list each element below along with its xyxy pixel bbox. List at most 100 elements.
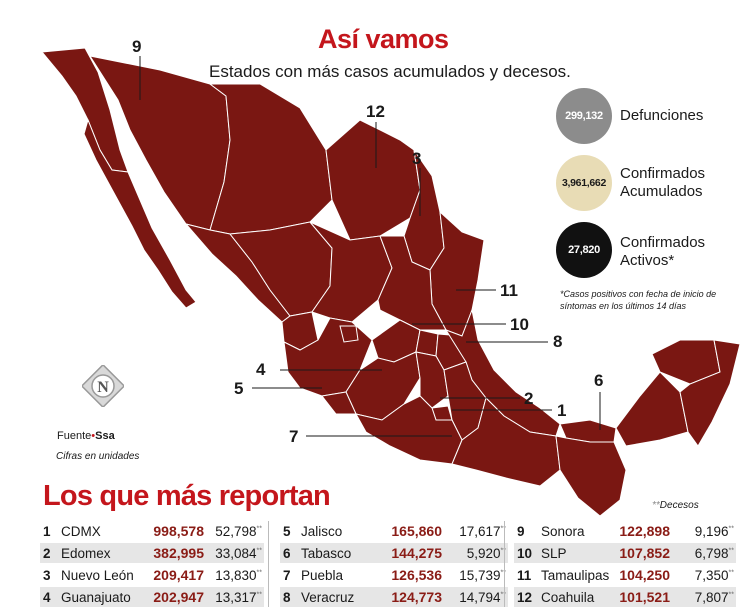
ranking-deaths: 15,739** bbox=[459, 568, 506, 583]
ranking-deaths: 52,798** bbox=[215, 524, 262, 539]
ranking-cases: 165,860 bbox=[391, 523, 442, 539]
stat-label: Confirmados Acumulados bbox=[620, 165, 705, 201]
ranking-deaths-value: 17,617 bbox=[459, 523, 501, 539]
ranking-state: CDMX bbox=[61, 523, 101, 539]
state-chiapas bbox=[555, 435, 627, 517]
source-name: Ssa bbox=[95, 430, 115, 442]
map-labels: 9 12 3 11 10 8 4 5 2 1 6 7 bbox=[132, 37, 603, 446]
state-aguascalientes bbox=[339, 325, 359, 343]
ranking-deaths-marker: ** bbox=[500, 569, 506, 576]
map-label-8: 8 bbox=[553, 332, 562, 351]
ranking-deaths-value: 13,317 bbox=[215, 589, 257, 605]
ranking-state: Veracruz bbox=[301, 589, 355, 605]
decesos-label: Decesos bbox=[659, 500, 699, 511]
ranking-row: 12 Coahuila 101,521 7,807** bbox=[514, 587, 736, 607]
ranking-state: Coahuila bbox=[541, 589, 595, 605]
stat-label-line: Activos* bbox=[620, 252, 675, 269]
ranking-deaths: 14,794** bbox=[459, 590, 506, 605]
map-label-9: 9 bbox=[132, 37, 141, 56]
state-chihuahua bbox=[208, 83, 333, 235]
stat-label: Confirmados Activos* bbox=[620, 234, 705, 270]
ranking-cases: 124,773 bbox=[391, 589, 442, 605]
ranking-deaths-value: 13,830 bbox=[215, 567, 257, 583]
column-divider bbox=[268, 521, 269, 607]
ranking-cases: 122,898 bbox=[619, 523, 670, 539]
ranking-deaths-value: 5,920 bbox=[466, 545, 501, 561]
ranking-row: 6 Tabasco 144,275 5,920** bbox=[280, 543, 508, 563]
stat-circle: 3,961,662 bbox=[556, 155, 612, 211]
ranking-deaths-marker: ** bbox=[728, 525, 734, 532]
stat-circle: 299,132 bbox=[556, 88, 612, 144]
stat-label: Defunciones bbox=[620, 107, 703, 125]
map-label-6: 6 bbox=[594, 371, 603, 390]
ranking-deaths-marker: ** bbox=[500, 591, 506, 598]
leader-lines bbox=[139, 56, 601, 437]
ranking-rank: 10 bbox=[517, 545, 533, 561]
ranking-rank: 11 bbox=[517, 567, 532, 583]
ranking-deaths-value: 15,739 bbox=[459, 567, 501, 583]
stat-label-line: Defunciones bbox=[620, 107, 704, 124]
ranking-title: Los que más reportan bbox=[43, 480, 331, 512]
ranking-deaths-value: 14,794 bbox=[459, 589, 501, 605]
stat-label-line: Confirmados bbox=[620, 165, 706, 182]
ranking-rank: 12 bbox=[517, 589, 533, 605]
ranking-deaths: 7,807** bbox=[695, 590, 734, 605]
ranking-row: 11 Tamaulipas 104,250 7,350** bbox=[514, 565, 736, 585]
ranking-row: 7 Puebla 126,536 15,739** bbox=[280, 565, 508, 585]
state-queretaro bbox=[415, 329, 439, 357]
ranking-deaths: 13,830** bbox=[215, 568, 262, 583]
ranking-rank: 8 bbox=[283, 589, 291, 605]
state-edomex bbox=[415, 351, 449, 409]
footnote: *Casos positivos con fecha de inicio de … bbox=[560, 289, 717, 311]
ranking-deaths: 5,920** bbox=[467, 546, 506, 561]
map-label-3: 3 bbox=[412, 149, 421, 168]
map-label-5: 5 bbox=[234, 379, 243, 398]
units-note: Cifras en unidades bbox=[56, 451, 140, 462]
svg-text:N: N bbox=[97, 379, 109, 396]
ranking-rank: 3 bbox=[43, 567, 51, 583]
ranking-deaths: 7,350** bbox=[695, 568, 734, 583]
ranking-state: SLP bbox=[541, 545, 567, 561]
ranking-row: 9 Sonora 122,898 9,196** bbox=[514, 521, 736, 541]
ranking-cases: 144,275 bbox=[391, 545, 442, 561]
state-coahuila bbox=[325, 119, 421, 241]
ranking-deaths: 9,196** bbox=[695, 524, 734, 539]
ranking-deaths-marker: ** bbox=[728, 591, 734, 598]
ranking-state: Sonora bbox=[541, 523, 585, 539]
ranking-row: 4 Guanajuato 202,947 13,317** bbox=[40, 587, 264, 607]
ranking-cases: 382,995 bbox=[153, 545, 204, 561]
ranking-rank: 2 bbox=[43, 545, 51, 561]
ranking-cases: 104,250 bbox=[619, 567, 670, 583]
map-label-2: 2 bbox=[524, 389, 533, 408]
ranking-cases: 998,578 bbox=[153, 523, 204, 539]
ranking-state: Edomex bbox=[61, 545, 111, 561]
stat-confirmados-activos: 27,820 Confirmados Activos* bbox=[556, 222, 746, 280]
ranking-row: 5 Jalisco 165,860 17,617** bbox=[280, 521, 508, 541]
ranking-rank: 1 bbox=[43, 523, 51, 539]
ranking-rank: 9 bbox=[517, 523, 525, 539]
ranking-cases: 209,417 bbox=[153, 567, 204, 583]
ranking-cases: 126,536 bbox=[391, 567, 442, 583]
ranking-deaths: 17,617** bbox=[459, 524, 506, 539]
compass-n-logo-icon: N bbox=[82, 365, 124, 407]
page-title: Así vamos bbox=[318, 24, 449, 54]
ranking-deaths-marker: ** bbox=[728, 569, 734, 576]
map-label-7: 7 bbox=[289, 427, 298, 446]
ranking-state: Jalisco bbox=[301, 523, 343, 539]
stat-label-line: Acumulados bbox=[620, 183, 703, 200]
map-label-11: 11 bbox=[500, 281, 518, 300]
state-slp bbox=[377, 235, 447, 331]
stat-confirmados-acumulados: 3,961,662 Confirmados Acumulados bbox=[556, 155, 746, 213]
ranking-deaths-marker: ** bbox=[256, 547, 262, 554]
source-dot: • bbox=[91, 430, 96, 442]
state-baja-california-sur bbox=[83, 118, 197, 309]
decesos-legend: **Decesos bbox=[652, 500, 699, 511]
ranking-row: 3 Nuevo León 209,417 13,830** bbox=[40, 565, 264, 585]
ranking-row: 1 CDMX 998,578 52,798** bbox=[40, 521, 264, 541]
ranking-deaths-marker: ** bbox=[256, 569, 262, 576]
page-subtitle: Estados con más casos acumulados y deces… bbox=[209, 62, 571, 81]
ranking-state: Puebla bbox=[301, 567, 344, 583]
column-divider bbox=[504, 521, 505, 607]
stat-defunciones: 299,132 Defunciones bbox=[556, 88, 746, 146]
